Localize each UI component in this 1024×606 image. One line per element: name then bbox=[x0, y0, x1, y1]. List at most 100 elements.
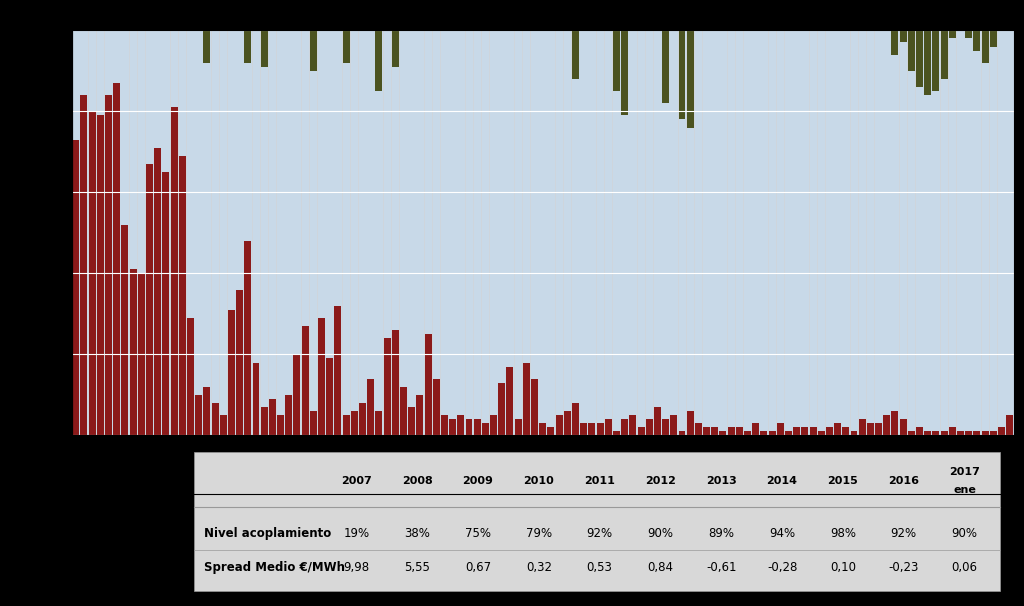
Bar bbox=[417, 30, 423, 436]
Bar bbox=[237, 30, 243, 436]
Bar bbox=[310, 30, 316, 71]
Bar bbox=[392, 330, 398, 436]
Text: 0,67: 0,67 bbox=[465, 561, 492, 574]
Bar bbox=[171, 30, 177, 436]
Bar bbox=[318, 30, 325, 436]
Bar bbox=[859, 30, 865, 436]
Bar bbox=[474, 419, 480, 436]
Bar bbox=[531, 379, 538, 436]
Bar bbox=[269, 399, 275, 436]
Bar bbox=[212, 30, 218, 436]
Bar bbox=[572, 30, 579, 436]
Bar bbox=[548, 30, 554, 436]
Bar bbox=[966, 30, 972, 38]
Bar bbox=[237, 290, 243, 436]
Bar bbox=[990, 30, 996, 436]
Bar bbox=[253, 362, 259, 436]
Text: 2008: 2008 bbox=[401, 476, 432, 486]
Bar bbox=[900, 30, 906, 42]
Text: 89%: 89% bbox=[709, 527, 734, 539]
Bar bbox=[376, 30, 382, 436]
Bar bbox=[679, 30, 685, 119]
Bar bbox=[556, 30, 562, 436]
Bar bbox=[302, 30, 308, 436]
Bar bbox=[769, 30, 775, 436]
Bar bbox=[146, 30, 153, 436]
Bar bbox=[105, 95, 112, 436]
Bar bbox=[753, 30, 759, 436]
Bar bbox=[908, 431, 914, 436]
Bar bbox=[867, 423, 873, 436]
Bar bbox=[785, 30, 792, 436]
Bar bbox=[957, 431, 964, 436]
Bar bbox=[638, 30, 644, 436]
Bar bbox=[974, 30, 980, 436]
Bar bbox=[785, 431, 792, 436]
Bar bbox=[679, 30, 685, 436]
Bar bbox=[196, 395, 202, 436]
Bar bbox=[351, 411, 357, 436]
Bar bbox=[146, 164, 153, 436]
Bar bbox=[851, 30, 857, 436]
Bar bbox=[278, 30, 284, 436]
Bar bbox=[220, 415, 226, 436]
Bar bbox=[73, 30, 79, 436]
Bar bbox=[417, 395, 423, 436]
Text: 2009: 2009 bbox=[463, 476, 494, 486]
Bar bbox=[122, 225, 128, 436]
Text: 2012: 2012 bbox=[548, 549, 579, 562]
Text: 20: 20 bbox=[1001, 549, 1018, 562]
Text: 2014: 2014 bbox=[767, 476, 798, 486]
Text: 38%: 38% bbox=[404, 527, 430, 539]
Bar bbox=[261, 407, 267, 436]
Bar bbox=[949, 427, 955, 436]
Bar bbox=[974, 431, 980, 436]
Bar bbox=[261, 30, 267, 436]
Bar bbox=[916, 30, 923, 436]
Text: Spread Medio €/MWh: Spread Medio €/MWh bbox=[204, 561, 344, 574]
Bar bbox=[671, 415, 677, 436]
Bar bbox=[671, 30, 677, 436]
Text: -0,23: -0,23 bbox=[889, 561, 919, 574]
Bar bbox=[228, 30, 234, 436]
FancyBboxPatch shape bbox=[195, 452, 999, 591]
Bar bbox=[507, 30, 513, 436]
Bar bbox=[179, 30, 185, 436]
Bar bbox=[97, 115, 103, 436]
Bar bbox=[89, 112, 95, 436]
Bar bbox=[876, 423, 882, 436]
Bar bbox=[982, 30, 988, 62]
Text: 9,98: 9,98 bbox=[343, 561, 370, 574]
Bar bbox=[466, 30, 472, 436]
Bar bbox=[81, 95, 87, 436]
Text: 2015: 2015 bbox=[827, 476, 858, 486]
Bar bbox=[425, 334, 431, 436]
Bar bbox=[638, 427, 644, 436]
Bar bbox=[458, 415, 464, 436]
Text: 2014: 2014 bbox=[744, 549, 775, 562]
Bar bbox=[613, 30, 620, 436]
Bar bbox=[310, 30, 316, 436]
Bar bbox=[163, 172, 169, 436]
Bar bbox=[327, 30, 333, 436]
Bar bbox=[794, 30, 800, 436]
Bar bbox=[278, 415, 284, 436]
Bar bbox=[900, 30, 906, 436]
Bar bbox=[916, 30, 923, 87]
Bar bbox=[777, 423, 783, 436]
Bar bbox=[425, 30, 431, 436]
Bar bbox=[384, 338, 390, 436]
Bar bbox=[826, 427, 833, 436]
Bar bbox=[474, 30, 480, 436]
Bar bbox=[441, 415, 447, 436]
Bar bbox=[794, 427, 800, 436]
Bar bbox=[572, 30, 579, 79]
Text: 0,32: 0,32 bbox=[526, 561, 552, 574]
Bar bbox=[458, 30, 464, 436]
Bar bbox=[359, 30, 366, 436]
Bar bbox=[908, 30, 914, 71]
Legend: Precio inferior en España, Igual precio, Precio inferior en Portugal: Precio inferior en España, Igual precio,… bbox=[278, 0, 808, 1]
Text: 90%: 90% bbox=[647, 527, 674, 539]
Bar bbox=[687, 30, 693, 436]
Bar bbox=[343, 30, 349, 436]
